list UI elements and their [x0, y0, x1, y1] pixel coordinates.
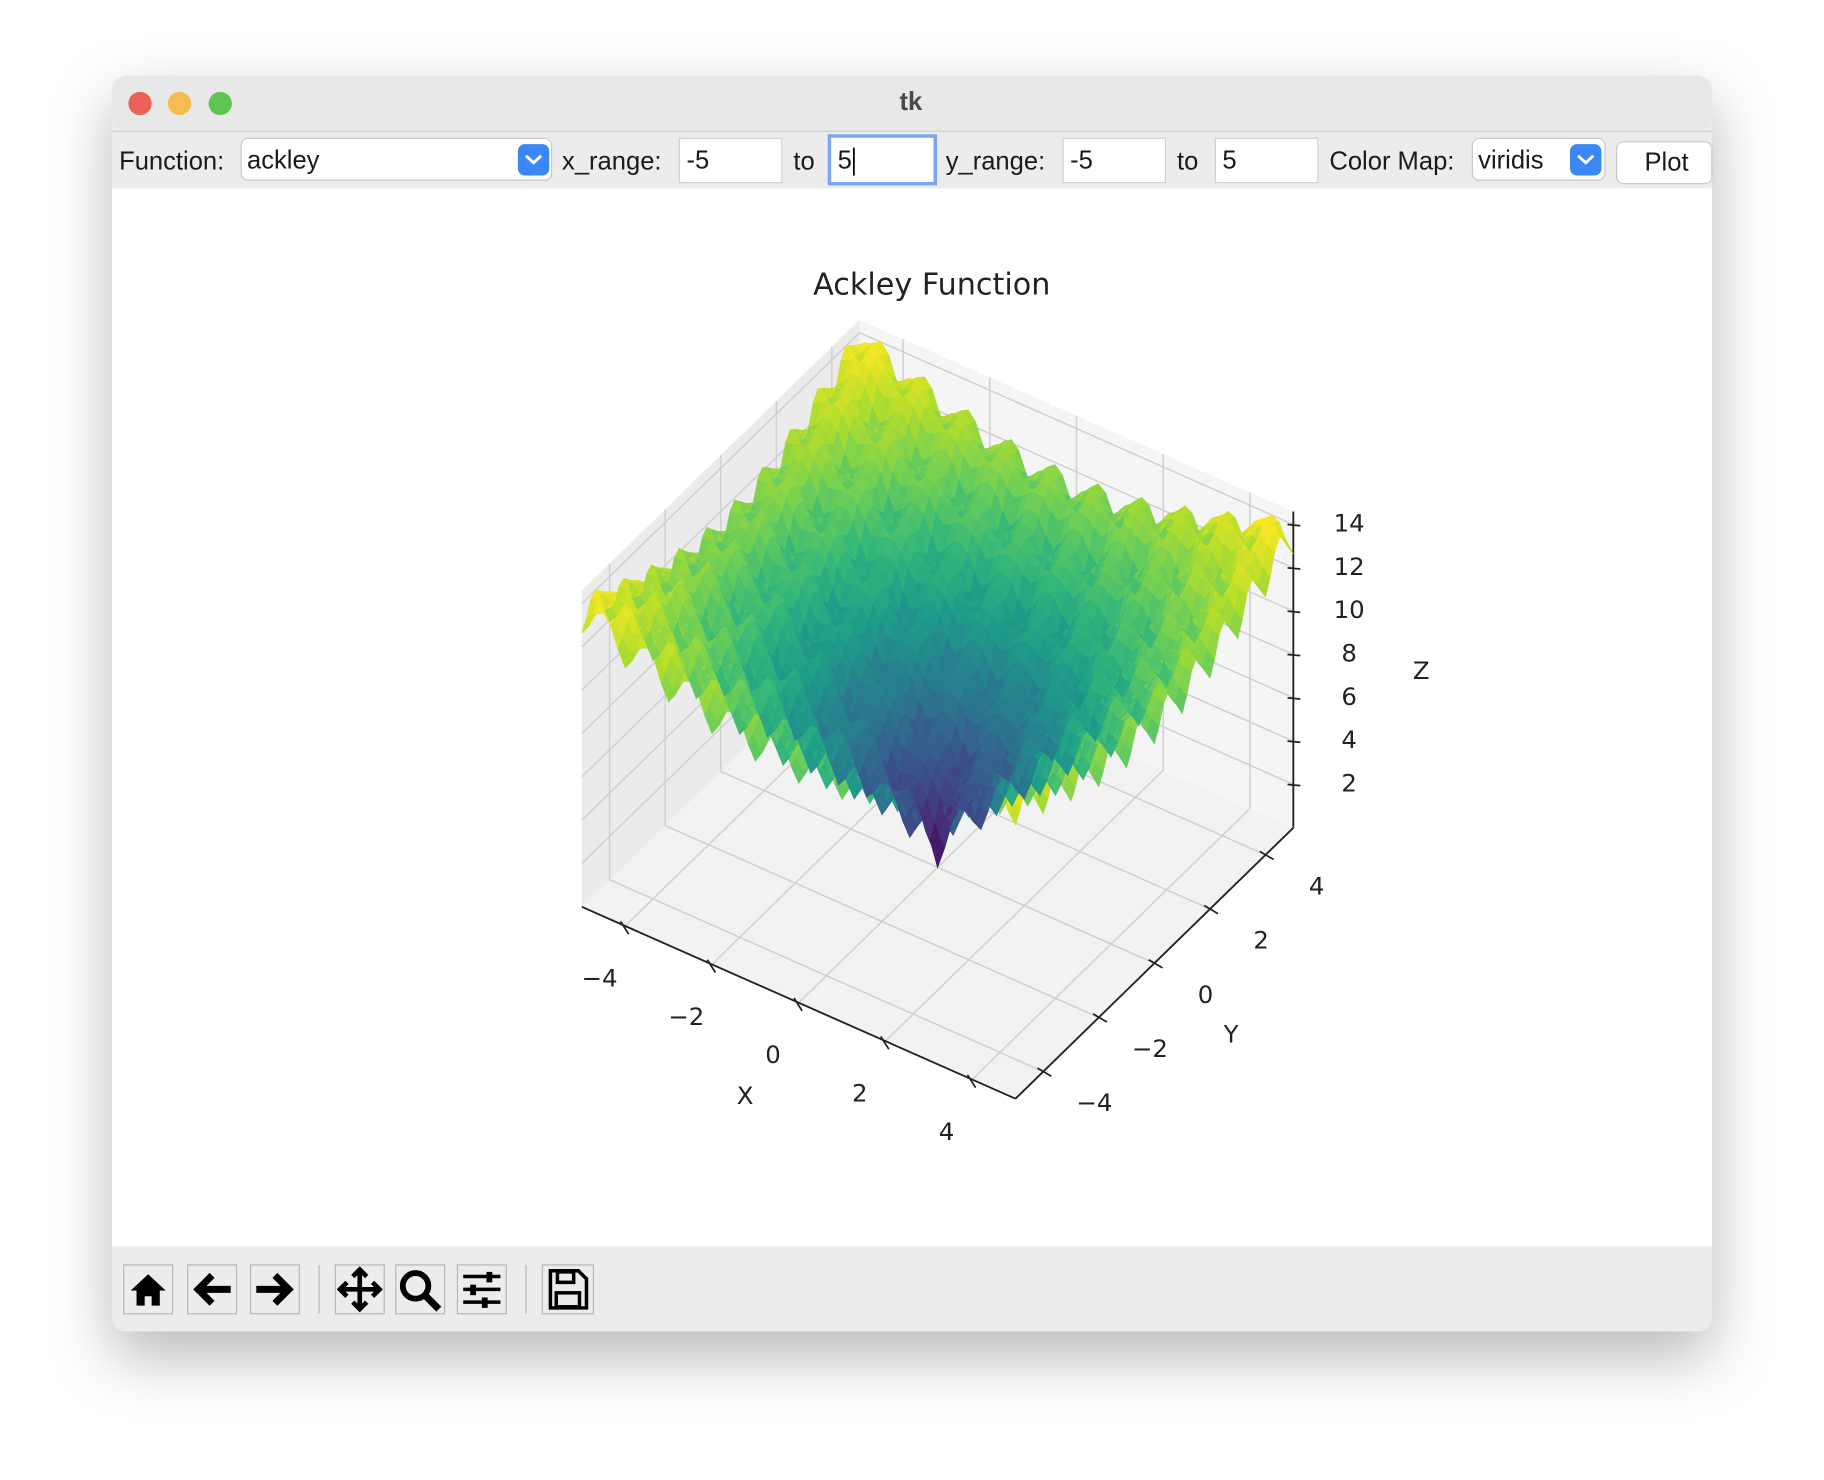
label: to: [1177, 148, 1198, 176]
forward-button[interactable]: [249, 1264, 300, 1315]
tick-mark: [1259, 850, 1275, 861]
label: Function:: [119, 148, 224, 176]
chevron: [1577, 154, 1595, 165]
grid-line: [859, 332, 1294, 526]
grid-line: [609, 879, 1044, 1073]
button-label: Plot: [1645, 149, 1689, 177]
y-tick-label: 0: [1198, 980, 1214, 1009]
y-tick-label: 4: [1309, 871, 1325, 900]
entry-value: -5: [1070, 146, 1093, 174]
tick-mark: [1287, 740, 1301, 744]
z-tick-label: 4: [1341, 725, 1357, 754]
x-axis-label: X: [737, 1081, 754, 1110]
tick-mark: [966, 1074, 977, 1089]
tick-mark: [793, 997, 803, 1012]
minimize-button[interactable]: [167, 91, 192, 116]
y-max-entry[interactable]: [1214, 137, 1319, 184]
plot-button[interactable]: [1615, 141, 1713, 185]
z-tick-label: 2: [1341, 768, 1357, 797]
tick-mark: [1203, 904, 1219, 915]
close-button[interactable]: [128, 91, 152, 116]
tick-mark: [879, 1035, 890, 1050]
title-bar: [112, 75, 1712, 132]
zoom-button[interactable]: [208, 91, 232, 116]
controls-bar: Function: ackley x_range: -5 to 5 y_rang…: [119, 134, 1713, 186]
tick-mark: [1287, 610, 1301, 614]
axis-line: [581, 905, 1016, 1100]
grid-line: [581, 332, 861, 605]
tick-mark: [1287, 566, 1301, 570]
tick-mark: [619, 920, 630, 935]
x-tick-label: 4: [939, 1117, 955, 1146]
tick-mark: [1287, 523, 1301, 527]
entry-value: -5: [686, 146, 709, 174]
y-tick-label: −4: [1076, 1088, 1112, 1117]
z-tick-label: 14: [1334, 509, 1365, 538]
z-axis-label: Z: [1413, 656, 1430, 685]
surface: [581, 341, 1294, 869]
y-axis-label: Y: [1223, 1019, 1239, 1048]
label: x_range:: [562, 148, 661, 176]
back-button[interactable]: [187, 1264, 238, 1315]
z-tick-label: 10: [1334, 595, 1365, 624]
dropdown-arrow[interactable]: [517, 144, 550, 176]
label: to: [793, 148, 814, 176]
chevron: [525, 154, 543, 165]
grid-line: [664, 824, 1100, 1019]
chart-title: Ackley Function: [813, 268, 1050, 303]
dropdown-arrow[interactable]: [1570, 144, 1602, 176]
z-tick-label: 6: [1341, 682, 1357, 711]
tick-mark: [1287, 783, 1301, 787]
x-tick-label: 2: [852, 1079, 868, 1108]
combobox-value: viridis: [1478, 146, 1543, 174]
x-tick-label: 0: [765, 1040, 781, 1069]
tick-mark: [1287, 696, 1301, 700]
tick-mark: [706, 959, 717, 973]
x-tick-label: −4: [582, 963, 618, 992]
navigation-toolbar: [123, 1264, 595, 1315]
label: Color Map:: [1329, 148, 1454, 176]
surface-patch: [1281, 537, 1294, 555]
z-tick-label: 8: [1341, 639, 1357, 668]
y-min-entry[interactable]: [1062, 137, 1167, 184]
tick-mark: [1287, 653, 1301, 657]
combobox-value: ackley: [247, 146, 320, 174]
y-tick-label: 2: [1253, 926, 1269, 955]
tick-mark: [1037, 1067, 1052, 1077]
pan-button[interactable]: [334, 1264, 385, 1315]
plot: Ackley Function −4 −2 0 2 4 −4 −2 0 2 4 2 4 6 8 10 12 14…: [581, 268, 1430, 1146]
home-button[interactable]: [123, 1264, 174, 1315]
entry-value: 5: [1222, 146, 1236, 174]
window-title: tk: [899, 88, 923, 116]
function-combobox[interactable]: [240, 137, 553, 181]
x-max-entry[interactable]: [827, 134, 937, 186]
configure-button[interactable]: [456, 1264, 507, 1315]
tick-mark: [1148, 958, 1163, 969]
z-tick-label: 12: [1334, 552, 1365, 581]
x-tick-label: −2: [668, 1002, 704, 1031]
zoom-button[interactable]: [395, 1264, 446, 1315]
x-min-entry[interactable]: [678, 137, 783, 184]
entry-value: 5: [838, 146, 852, 174]
save-button[interactable]: [541, 1264, 595, 1315]
tick-mark: [1092, 1013, 1108, 1023]
y-tick-label: −2: [1132, 1034, 1168, 1063]
label: y_range:: [946, 148, 1045, 176]
